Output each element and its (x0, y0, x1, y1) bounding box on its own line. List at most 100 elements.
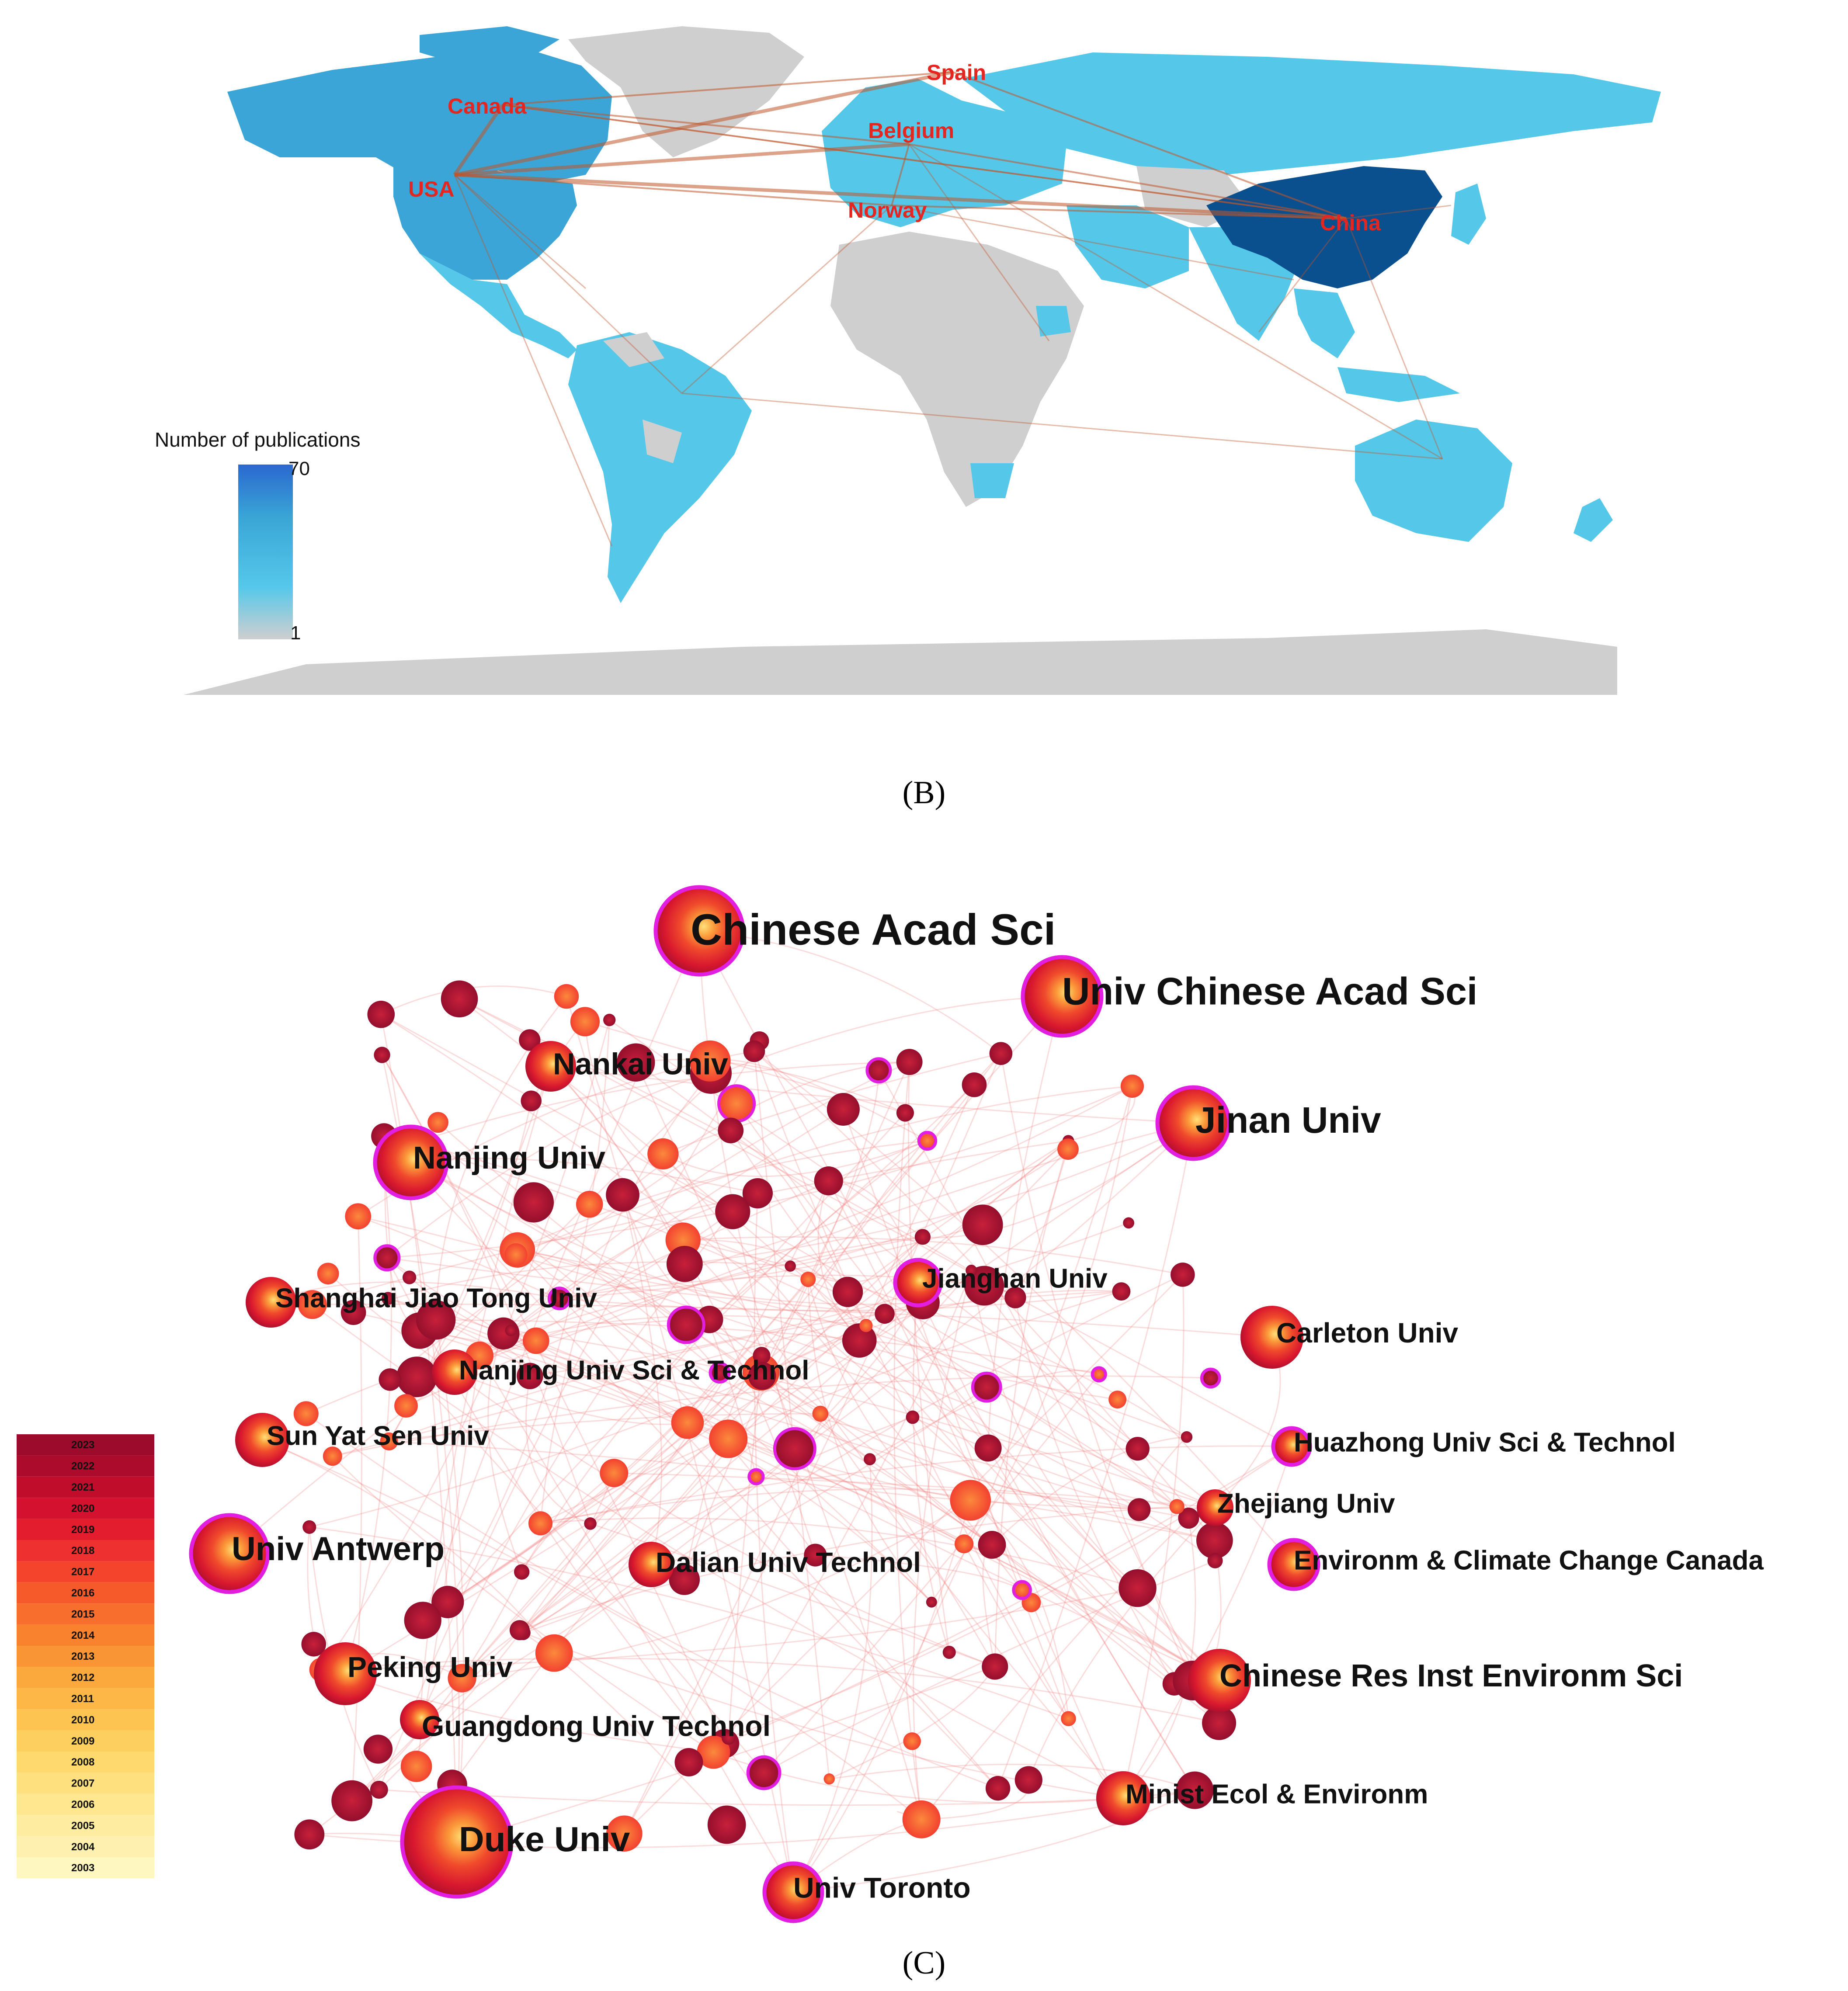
timeline-swatch (17, 1709, 154, 1731)
timeline-swatch (17, 1455, 154, 1477)
network-node (709, 1419, 748, 1458)
network-node (804, 1544, 827, 1567)
network-node (689, 1040, 731, 1082)
network-node (1012, 1580, 1032, 1600)
network-node (1171, 1263, 1195, 1287)
institution-node (314, 1642, 377, 1705)
map-region-japan (1451, 184, 1486, 245)
network-node (902, 1800, 941, 1838)
network-edge (884, 1313, 1178, 1507)
network-node (896, 1104, 914, 1122)
network-edge (817, 1180, 860, 1341)
network-edge (922, 1122, 1194, 1238)
network-edge (353, 1311, 965, 1545)
network-node (293, 1401, 319, 1426)
collaboration-link (952, 71, 1347, 219)
collaboration-link (453, 104, 504, 176)
network-edge (530, 1222, 1129, 1377)
network-node (576, 1190, 603, 1218)
network-edge (345, 1673, 714, 1753)
network-edge (908, 1062, 950, 1653)
network-edge (436, 1319, 1099, 1375)
institution-node (893, 1258, 943, 1308)
network-edge (381, 1054, 591, 1524)
network-node (982, 1653, 1008, 1680)
network-edge (479, 1315, 866, 1356)
network-node (600, 1459, 629, 1488)
network-edge (792, 1459, 873, 1893)
institution-node (1197, 1489, 1233, 1526)
legend-color-bar (238, 465, 293, 639)
network-node (842, 1323, 877, 1358)
network-edge (511, 1330, 1220, 1681)
network-edge (320, 1020, 610, 1670)
map-region-south-america-gray (603, 332, 682, 463)
map-region-africa-blue (970, 306, 1071, 498)
network-edge (410, 1157, 758, 1194)
network-edge (753, 1051, 830, 1779)
network-node (859, 1318, 873, 1332)
network-node (785, 1260, 796, 1272)
institution-label: Zhejiang Univ (1217, 1488, 1395, 1519)
institution-label: Nanjing Univ Sci & Technol (459, 1355, 809, 1385)
network-node (917, 1131, 938, 1151)
institution-label: Chinese Res Inst Environm Sci (1219, 1658, 1683, 1693)
network-node (748, 1362, 776, 1390)
network-edge (724, 1743, 747, 1776)
timeline-year-label: 2023 (71, 1439, 94, 1451)
collaboration-link (891, 205, 1294, 281)
network-edge (447, 1112, 906, 1603)
timeline-year-label: 2022 (71, 1460, 94, 1472)
network-edge (590, 1140, 1069, 1524)
institution-node (400, 1700, 439, 1739)
network-edge (525, 1376, 591, 1524)
network-node (1091, 1366, 1107, 1383)
network-edge (815, 1554, 1022, 1591)
network-edge (262, 1439, 922, 1820)
timeline-swatch (17, 1857, 154, 1879)
timeline-year-label: 2005 (71, 1820, 94, 1831)
timeline-year-label: 2012 (71, 1672, 94, 1684)
network-node (647, 1138, 679, 1170)
network-edge (807, 1279, 993, 1546)
network-edge (517, 1140, 927, 1251)
network-node (718, 1117, 744, 1144)
collaboration-link (454, 174, 613, 547)
network-edge (386, 1257, 971, 1501)
country-label-spain: Spain (927, 60, 986, 85)
collaboration-links (453, 70, 1452, 547)
network-edge (419, 1330, 1220, 1681)
institution-label: Univ Antwerp (232, 1530, 445, 1568)
legend-min-label: 1 (290, 622, 301, 644)
network-node (535, 1634, 573, 1672)
network-node (715, 1194, 750, 1229)
network-node (1112, 1282, 1131, 1301)
network-edge (410, 1162, 1118, 1401)
map-region-new-zealand (1574, 498, 1613, 542)
collaboration-link (502, 104, 1347, 219)
institution-node (246, 1277, 296, 1328)
network-edge (461, 996, 1063, 1679)
institution-label: Minist Ecol & Environm (1125, 1779, 1428, 1809)
network-node (404, 1602, 441, 1639)
network-node (606, 1178, 639, 1212)
institution-label: Chinese Acad Sci (691, 905, 1056, 954)
network-edge (728, 1372, 762, 1738)
institution-label: Nankai Univ (553, 1047, 728, 1081)
network-edge (312, 1303, 1272, 1338)
network-edge (332, 1456, 714, 1753)
network-edge (389, 1130, 731, 1381)
network-edge (383, 1135, 999, 1789)
network-node (1125, 1436, 1150, 1461)
network-edge (461, 1372, 762, 1679)
network-edge (540, 1290, 1122, 1524)
map-region-canada (227, 48, 612, 184)
map-region-usa (393, 157, 577, 280)
timeline-year-label: 2007 (71, 1778, 94, 1790)
map-region-mexico (420, 253, 577, 358)
network-node (1123, 1217, 1135, 1229)
institution-node (629, 1542, 674, 1587)
institution-node (432, 1349, 477, 1395)
network-node (606, 1815, 643, 1852)
network-node (294, 1819, 325, 1850)
